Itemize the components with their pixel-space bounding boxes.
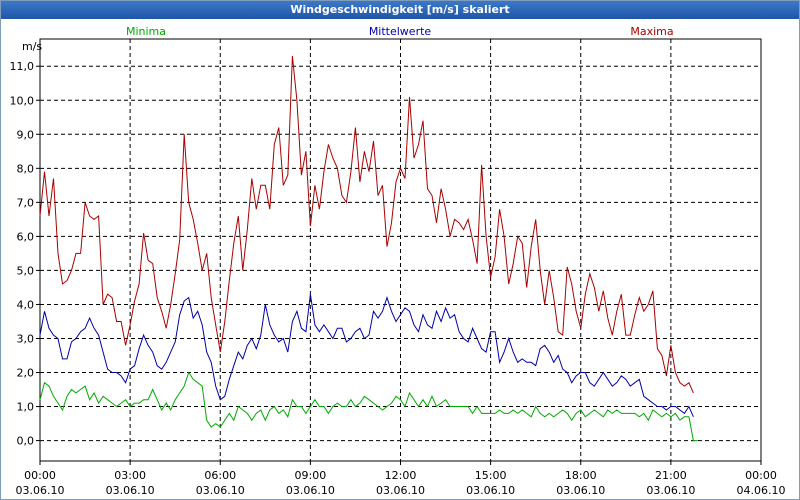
y-axis: 0,0 1,0 2,0 3,0 4,0 5,0 6,0 7,0 8,0 9,0 10,0 11,0 [10,60,40,448]
x-tick-time: 12:00 [385,469,417,482]
y-axis-label: m/s [22,40,42,53]
y-tick-label: 6,0 [17,230,35,243]
series-lines [39,55,698,442]
y-tick-label: 5,0 [17,264,35,277]
legend-maxima: Maxima [630,25,673,38]
x-tick-date: 03.06.10 [196,484,245,497]
x-tick-date: 03.06.10 [16,484,65,497]
x-tick-date: 03.06.10 [286,484,335,497]
y-tick-label: 3,0 [17,332,35,345]
series-line-maxima [39,55,694,394]
series-line-minima [39,371,698,442]
x-tick-time: 18:00 [565,469,597,482]
y-tick-label: 9,0 [17,128,35,141]
x-tick-date: 03.06.10 [466,484,515,497]
x-tick-time: 09:00 [295,469,327,482]
y-tick-label: 11,0 [10,60,35,73]
x-tick-time: 00:00 [745,469,777,482]
x-tick-date: 03.06.10 [376,484,425,497]
x-tick-date: 03.06.10 [556,484,605,497]
x-tick-time: 06:00 [204,469,236,482]
y-tick-label: 0,0 [17,435,35,448]
x-tick-time: 00:00 [24,469,56,482]
y-tick-label: 10,0 [10,94,35,107]
y-tick-label: 4,0 [17,298,35,311]
x-tick-time: 03:00 [114,469,146,482]
y-tick-label: 2,0 [17,367,35,380]
y-tick-label: 1,0 [17,401,35,414]
y-tick-label: 7,0 [17,196,35,209]
x-tick-date: 03.06.10 [646,484,695,497]
grid [40,39,761,461]
x-tick-date: 04.06.10 [737,484,786,497]
x-tick-time: 21:00 [655,469,687,482]
x-tick-time: 15:00 [475,469,507,482]
series-line-mittelwerte [39,294,694,418]
chart-title: Windgeschwindigkeit [m/s] skaliert [1,1,799,19]
legend-mittelwerte: Mittelwerte [369,25,432,38]
x-axis: 00:00 03.06.10 03:00 03.06.10 06:00 03.06.10 0… [16,461,786,497]
y-tick-label: 8,0 [17,162,35,175]
legend-minima: Minima [126,25,166,38]
x-tick-date: 03.06.10 [106,484,155,497]
